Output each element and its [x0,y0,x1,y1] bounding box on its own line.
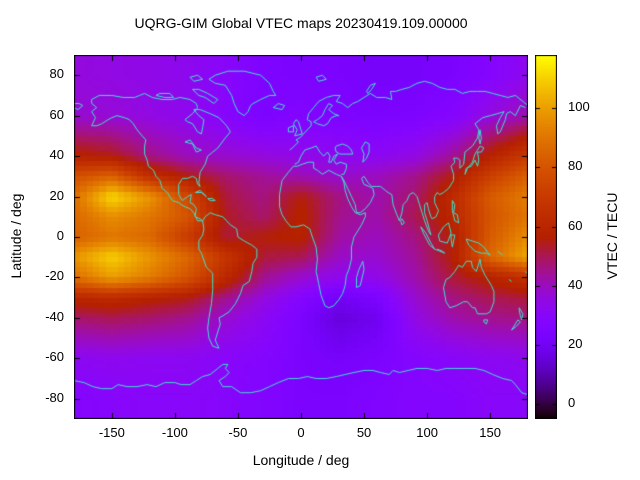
x-tick-label: 100 [416,425,438,440]
x-tick-label: 50 [356,425,372,440]
y-tick-label: 60 [49,106,64,122]
cb-tick-label: 60 [568,217,583,233]
y-tick-label: 20 [49,187,64,203]
cb-tick-label: 0 [568,395,576,411]
vtec-heatmap-canvas [74,55,528,419]
x-axis-label: Longitude / deg [252,452,350,468]
cb-tick-label: 40 [568,276,583,292]
x-tick-label: 0 [297,425,305,440]
x-tick-label: 150 [479,425,501,440]
x-tick-label: -50 [228,425,248,440]
plot-title: UQRG-GIM Global VTEC maps 20230419.109.0… [134,15,468,31]
x-tick-label: -150 [98,425,125,440]
cb-tick-label: 80 [568,158,583,174]
y-tick-label: -40 [45,308,64,324]
cb-tick-label: 20 [568,336,583,352]
y-tick-label: 40 [49,147,64,163]
y-tick-label: 80 [49,66,64,82]
y-tick-label: 0 [56,228,64,243]
y-tick-label: -60 [45,349,64,365]
x-tick-label: -100 [161,425,188,440]
y-tick-label: -20 [45,268,64,284]
cb-tick-label: 100 [568,99,590,115]
y-tick-label: -80 [45,389,64,405]
colorbar-canvas [535,55,557,419]
